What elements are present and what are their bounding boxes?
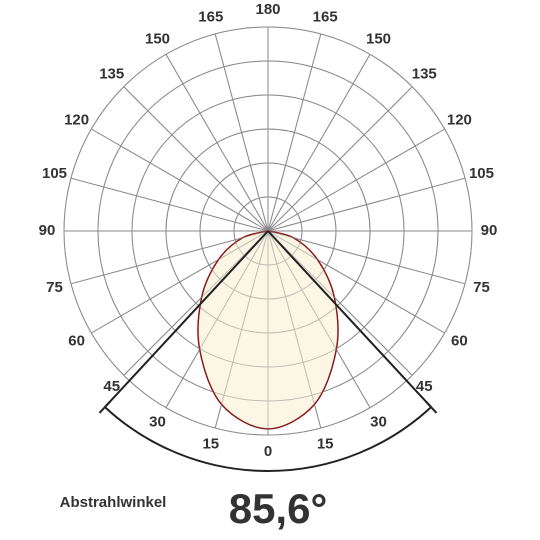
grid-line	[214, 230, 269, 429]
angle-tick-label: 165	[198, 8, 223, 25]
angle-tick-label: 45	[103, 378, 120, 395]
angle-tick-label: 120	[64, 111, 89, 128]
grid-line	[214, 33, 269, 232]
angle-tick-label: 180	[255, 1, 280, 18]
grid-line	[123, 230, 269, 376]
grid-ring	[131, 94, 405, 368]
beam-angle-value: 85,6°	[229, 485, 328, 532]
grid-line	[91, 230, 269, 334]
grid-line	[123, 86, 269, 232]
grid-line	[267, 54, 371, 232]
grid-line	[267, 230, 466, 285]
angle-tick-label: 15	[202, 435, 219, 452]
grid-line	[267, 128, 445, 232]
angle-tick-label: 120	[447, 111, 472, 128]
angle-tick-label: 105	[469, 165, 494, 182]
angle-tick-label: 45	[416, 378, 433, 395]
grid-line	[214, 33, 269, 232]
grid-line	[267, 177, 466, 232]
beam-tick	[98, 400, 112, 414]
grid-line	[123, 86, 269, 232]
grid-line	[70, 177, 269, 232]
angle-tick-label: 165	[313, 8, 338, 25]
angle-tick-label: 105	[42, 165, 67, 182]
grid-line	[267, 33, 322, 232]
grid-line	[70, 230, 269, 285]
grid-line	[267, 177, 466, 232]
angle-tick-label: 150	[366, 31, 391, 48]
grid-line	[70, 177, 269, 232]
angle-tick-label: 90	[39, 222, 56, 239]
beam-label: Abstrahlwinkel	[60, 494, 167, 511]
grid-line	[267, 33, 322, 232]
grid-ring	[165, 128, 371, 334]
grid-ring	[63, 26, 473, 436]
grid-ring	[97, 60, 439, 402]
grid-ring	[199, 162, 337, 300]
grid-line	[91, 128, 269, 232]
grid-line	[165, 54, 269, 232]
angle-tick-label: 0	[264, 443, 272, 460]
angle-tick-label: 60	[451, 332, 468, 349]
grid-line	[165, 54, 269, 232]
beam-edge	[267, 230, 432, 408]
intensity-curve	[197, 230, 339, 430]
angle-tick-label: 75	[473, 279, 490, 296]
beam-arc	[104, 406, 432, 472]
grid-line	[267, 230, 445, 334]
grid-ring	[233, 196, 303, 266]
beam-tick	[424, 400, 438, 414]
grid-line	[267, 230, 466, 285]
grid-line	[91, 128, 269, 232]
grid-line	[267, 54, 371, 232]
angle-tick-label: 30	[149, 413, 166, 430]
grid-line	[267, 86, 413, 232]
grid-overlay	[63, 26, 473, 436]
angle-tick-label: 90	[481, 222, 498, 239]
grid-line	[267, 230, 322, 429]
beam-edge	[104, 230, 269, 408]
grid-line	[267, 86, 413, 232]
angle-tick-label: 15	[317, 435, 334, 452]
grid-line	[267, 230, 371, 408]
grid-line	[267, 230, 413, 376]
angle-tick-label: 135	[99, 66, 124, 83]
angle-tick-label: 150	[145, 31, 170, 48]
angle-tick-label: 30	[370, 413, 387, 430]
grid-line	[165, 230, 269, 408]
angle-tick-label: 135	[412, 66, 437, 83]
grid-line	[70, 230, 269, 285]
angle-tick-label: 75	[46, 279, 63, 296]
angle-tick-label: 60	[68, 332, 85, 349]
grid-line	[267, 128, 445, 232]
